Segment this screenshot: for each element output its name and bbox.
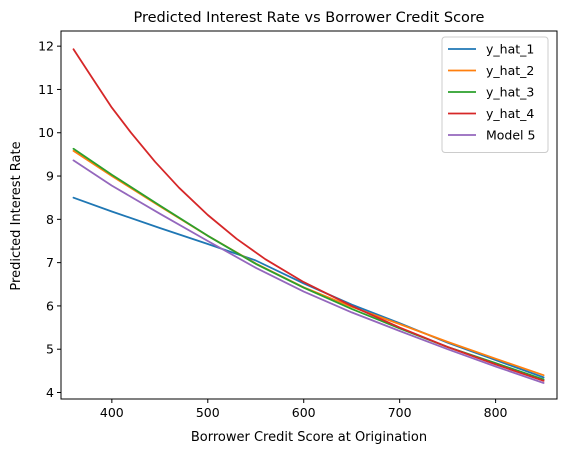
legend-box: [441, 36, 549, 153]
legend: y_hat_1 y_hat_2 y_hat_3 y_hat_4 Model 5: [441, 36, 549, 153]
legend-label: y_hat_3: [486, 85, 534, 100]
series-line-4: [72, 48, 545, 382]
legend-label: y_hat_4: [486, 106, 534, 121]
x-tick-label: 500: [196, 405, 220, 420]
legend-label: y_hat_2: [486, 63, 534, 78]
y-tick-label: 8: [46, 212, 54, 227]
y-tick-label: 9: [46, 169, 54, 184]
y-axis: 4 5 6 7 8 9 10 11 12: [38, 39, 61, 400]
x-tick-label: 700: [388, 405, 412, 420]
x-tick-label: 800: [484, 405, 508, 420]
series-line-1: [72, 196, 545, 379]
y-tick-label: 11: [38, 82, 54, 97]
y-tick-label: 6: [46, 298, 54, 313]
x-tick-label: 600: [292, 405, 316, 420]
plot-frame: [60, 30, 558, 400]
y-tick-label: 12: [38, 39, 54, 54]
chart-title: Predicted Interest Rate vs Borrower Cred…: [134, 10, 485, 26]
legend-label: y_hat_1: [486, 42, 534, 57]
x-axis-label: Borrower Credit Score at Origination: [191, 430, 427, 445]
x-tick-label: 400: [100, 405, 124, 420]
y-tick-label: 4: [46, 385, 54, 400]
plot-area: [72, 48, 545, 384]
legend-label: Model 5: [486, 128, 535, 143]
series-line-5: [72, 159, 545, 384]
y-tick-label: 10: [38, 125, 54, 140]
y-tick-label: 7: [46, 255, 54, 270]
x-axis: 400 500 600 700 800: [100, 399, 508, 420]
y-axis-label: Predicted Interest Rate: [9, 141, 24, 290]
y-tick-label: 5: [46, 342, 54, 357]
